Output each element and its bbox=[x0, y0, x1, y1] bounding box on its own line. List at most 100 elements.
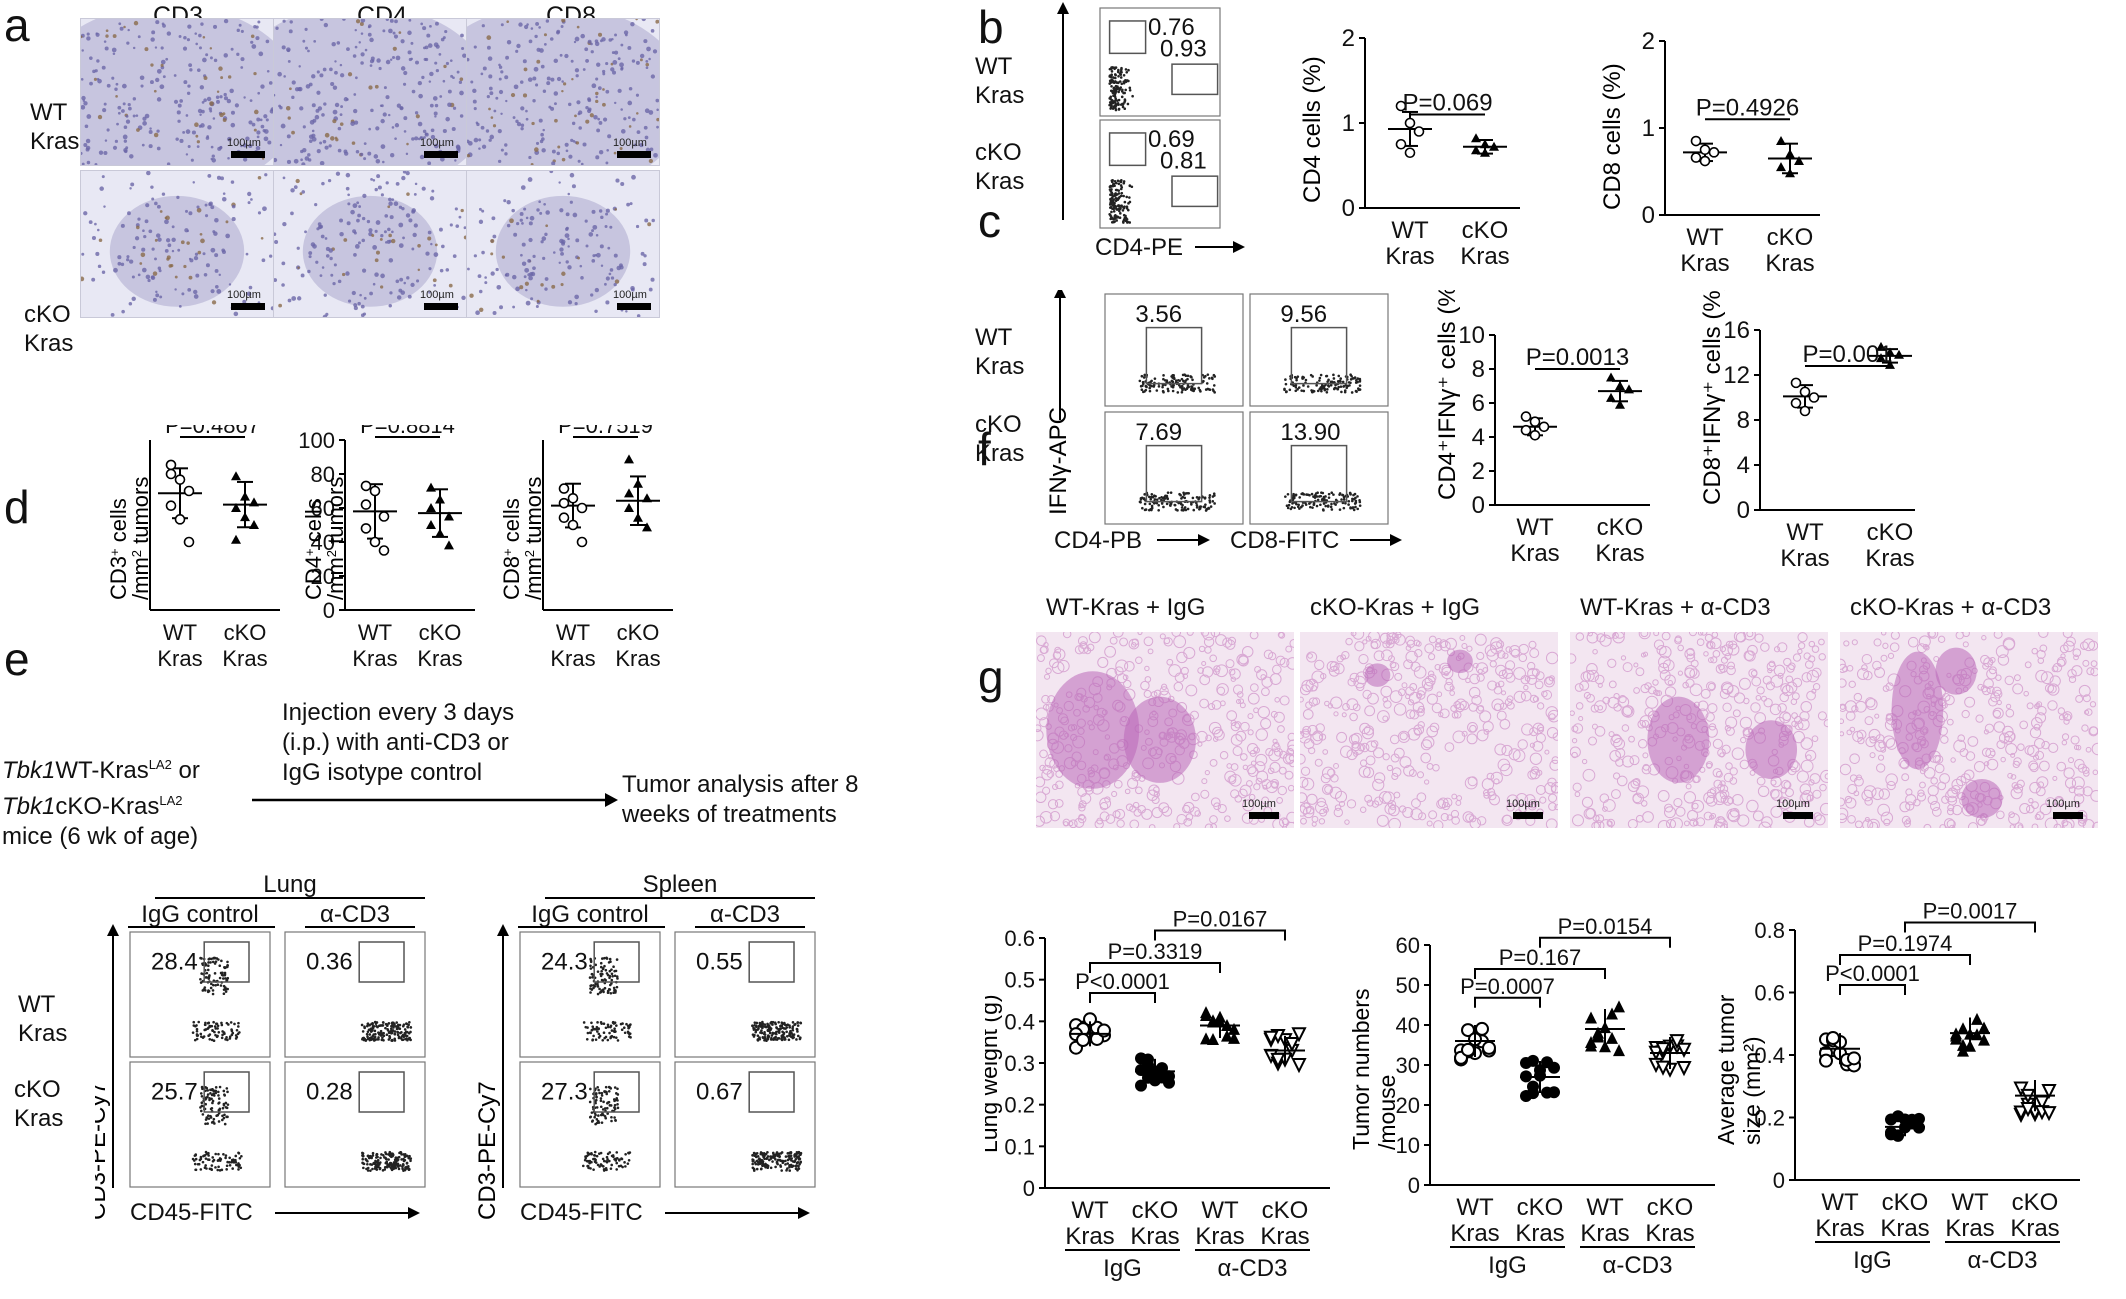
alveolus bbox=[1818, 638, 1825, 646]
facs-event bbox=[1152, 383, 1156, 387]
nucleus bbox=[165, 215, 170, 221]
nucleus bbox=[389, 215, 394, 220]
alveolus bbox=[1620, 655, 1627, 661]
facs-event bbox=[786, 1158, 790, 1162]
nucleus bbox=[229, 88, 234, 94]
facs-event bbox=[620, 1157, 624, 1161]
nucleus bbox=[512, 305, 516, 309]
alveolus bbox=[1351, 741, 1360, 749]
nucleus bbox=[285, 106, 291, 111]
nucleus bbox=[540, 283, 544, 287]
nucleus bbox=[565, 226, 569, 230]
facs-event bbox=[1123, 91, 1126, 95]
nucleus bbox=[529, 215, 535, 221]
nucleus bbox=[187, 145, 191, 149]
nucleus bbox=[544, 287, 548, 291]
x-label: cKO bbox=[1462, 217, 1509, 244]
facs-x-label: CD8-FITC bbox=[1230, 527, 1339, 554]
alveolus bbox=[1706, 788, 1717, 799]
nucleus bbox=[304, 230, 307, 234]
facs-event bbox=[1190, 375, 1193, 379]
nucleus bbox=[367, 32, 372, 37]
y-label-part: CD4+ bbox=[301, 548, 326, 600]
nucleus bbox=[442, 128, 447, 134]
facs-event bbox=[788, 1165, 791, 1169]
nucleus bbox=[299, 106, 304, 111]
alveolus bbox=[1300, 696, 1304, 703]
facs-event bbox=[588, 1100, 592, 1104]
facs-event bbox=[771, 1020, 775, 1024]
nucleus bbox=[385, 181, 389, 185]
alveolus bbox=[1135, 786, 1143, 795]
nucleus bbox=[144, 219, 149, 224]
facs-event bbox=[1284, 378, 1287, 381]
alveolus bbox=[1767, 668, 1773, 674]
facs-event bbox=[199, 977, 202, 981]
y-tick-label: 12 bbox=[1723, 362, 1750, 389]
nucleus bbox=[144, 113, 150, 119]
alveolus bbox=[1078, 804, 1086, 812]
nucleus bbox=[251, 44, 257, 49]
data-point bbox=[378, 545, 390, 556]
alveolus bbox=[1497, 758, 1511, 772]
nucleus bbox=[541, 148, 546, 153]
alveolus bbox=[1548, 802, 1557, 811]
nucleus bbox=[166, 31, 172, 36]
alveolus bbox=[1250, 683, 1259, 692]
nucleus bbox=[150, 275, 155, 279]
facs-event bbox=[201, 1160, 205, 1164]
nucleus bbox=[444, 29, 448, 34]
facs-event bbox=[601, 957, 604, 960]
nucleus bbox=[353, 120, 359, 125]
alveolus bbox=[1719, 784, 1729, 794]
facs-event bbox=[398, 1151, 401, 1155]
nucleus bbox=[358, 41, 361, 44]
alveolus bbox=[1078, 643, 1089, 654]
facs-event bbox=[1340, 390, 1343, 394]
nucleus bbox=[627, 45, 632, 50]
facs-event bbox=[1192, 508, 1196, 512]
nucleus bbox=[392, 31, 396, 35]
facs-event bbox=[374, 1032, 377, 1036]
y-label-sup: + bbox=[302, 548, 317, 556]
facs-event bbox=[1320, 383, 1324, 387]
facs-event bbox=[1124, 80, 1128, 84]
facs-event bbox=[621, 1165, 624, 1169]
alveolus bbox=[1180, 666, 1189, 675]
facs-event bbox=[1122, 213, 1126, 217]
nucleus bbox=[605, 300, 610, 305]
nucleus bbox=[96, 228, 100, 232]
facs-event bbox=[213, 972, 217, 975]
nucleus bbox=[395, 181, 400, 186]
facs-event bbox=[366, 1024, 369, 1028]
gate-percentage: 0.69 bbox=[1148, 126, 1195, 153]
alveolus bbox=[1466, 733, 1478, 745]
nucleus bbox=[594, 309, 598, 314]
alveolus bbox=[1237, 655, 1249, 667]
facs-event bbox=[592, 984, 595, 987]
alveolus bbox=[1185, 684, 1198, 697]
nucleus bbox=[287, 298, 292, 303]
nucleus bbox=[598, 121, 603, 125]
data-point bbox=[624, 454, 634, 464]
nucleus bbox=[473, 254, 477, 258]
facs-event bbox=[1113, 89, 1116, 93]
data-point bbox=[1395, 138, 1407, 150]
facs-event bbox=[374, 1022, 378, 1025]
nucleus bbox=[185, 129, 191, 134]
facs-event bbox=[1333, 502, 1336, 505]
facs-event bbox=[1157, 508, 1160, 512]
facs-event bbox=[782, 1031, 786, 1035]
nucleus bbox=[551, 161, 556, 165]
nucleus bbox=[171, 237, 176, 242]
alveolus bbox=[1124, 788, 1131, 795]
facs-event bbox=[1148, 502, 1152, 506]
nucleus bbox=[230, 47, 234, 51]
nucleus bbox=[422, 26, 427, 31]
alveolus bbox=[1269, 673, 1282, 685]
nucleus bbox=[131, 296, 136, 301]
nucleus bbox=[260, 84, 265, 89]
facs-event bbox=[1211, 377, 1214, 381]
nucleus bbox=[391, 198, 395, 202]
nucleus bbox=[648, 287, 653, 292]
